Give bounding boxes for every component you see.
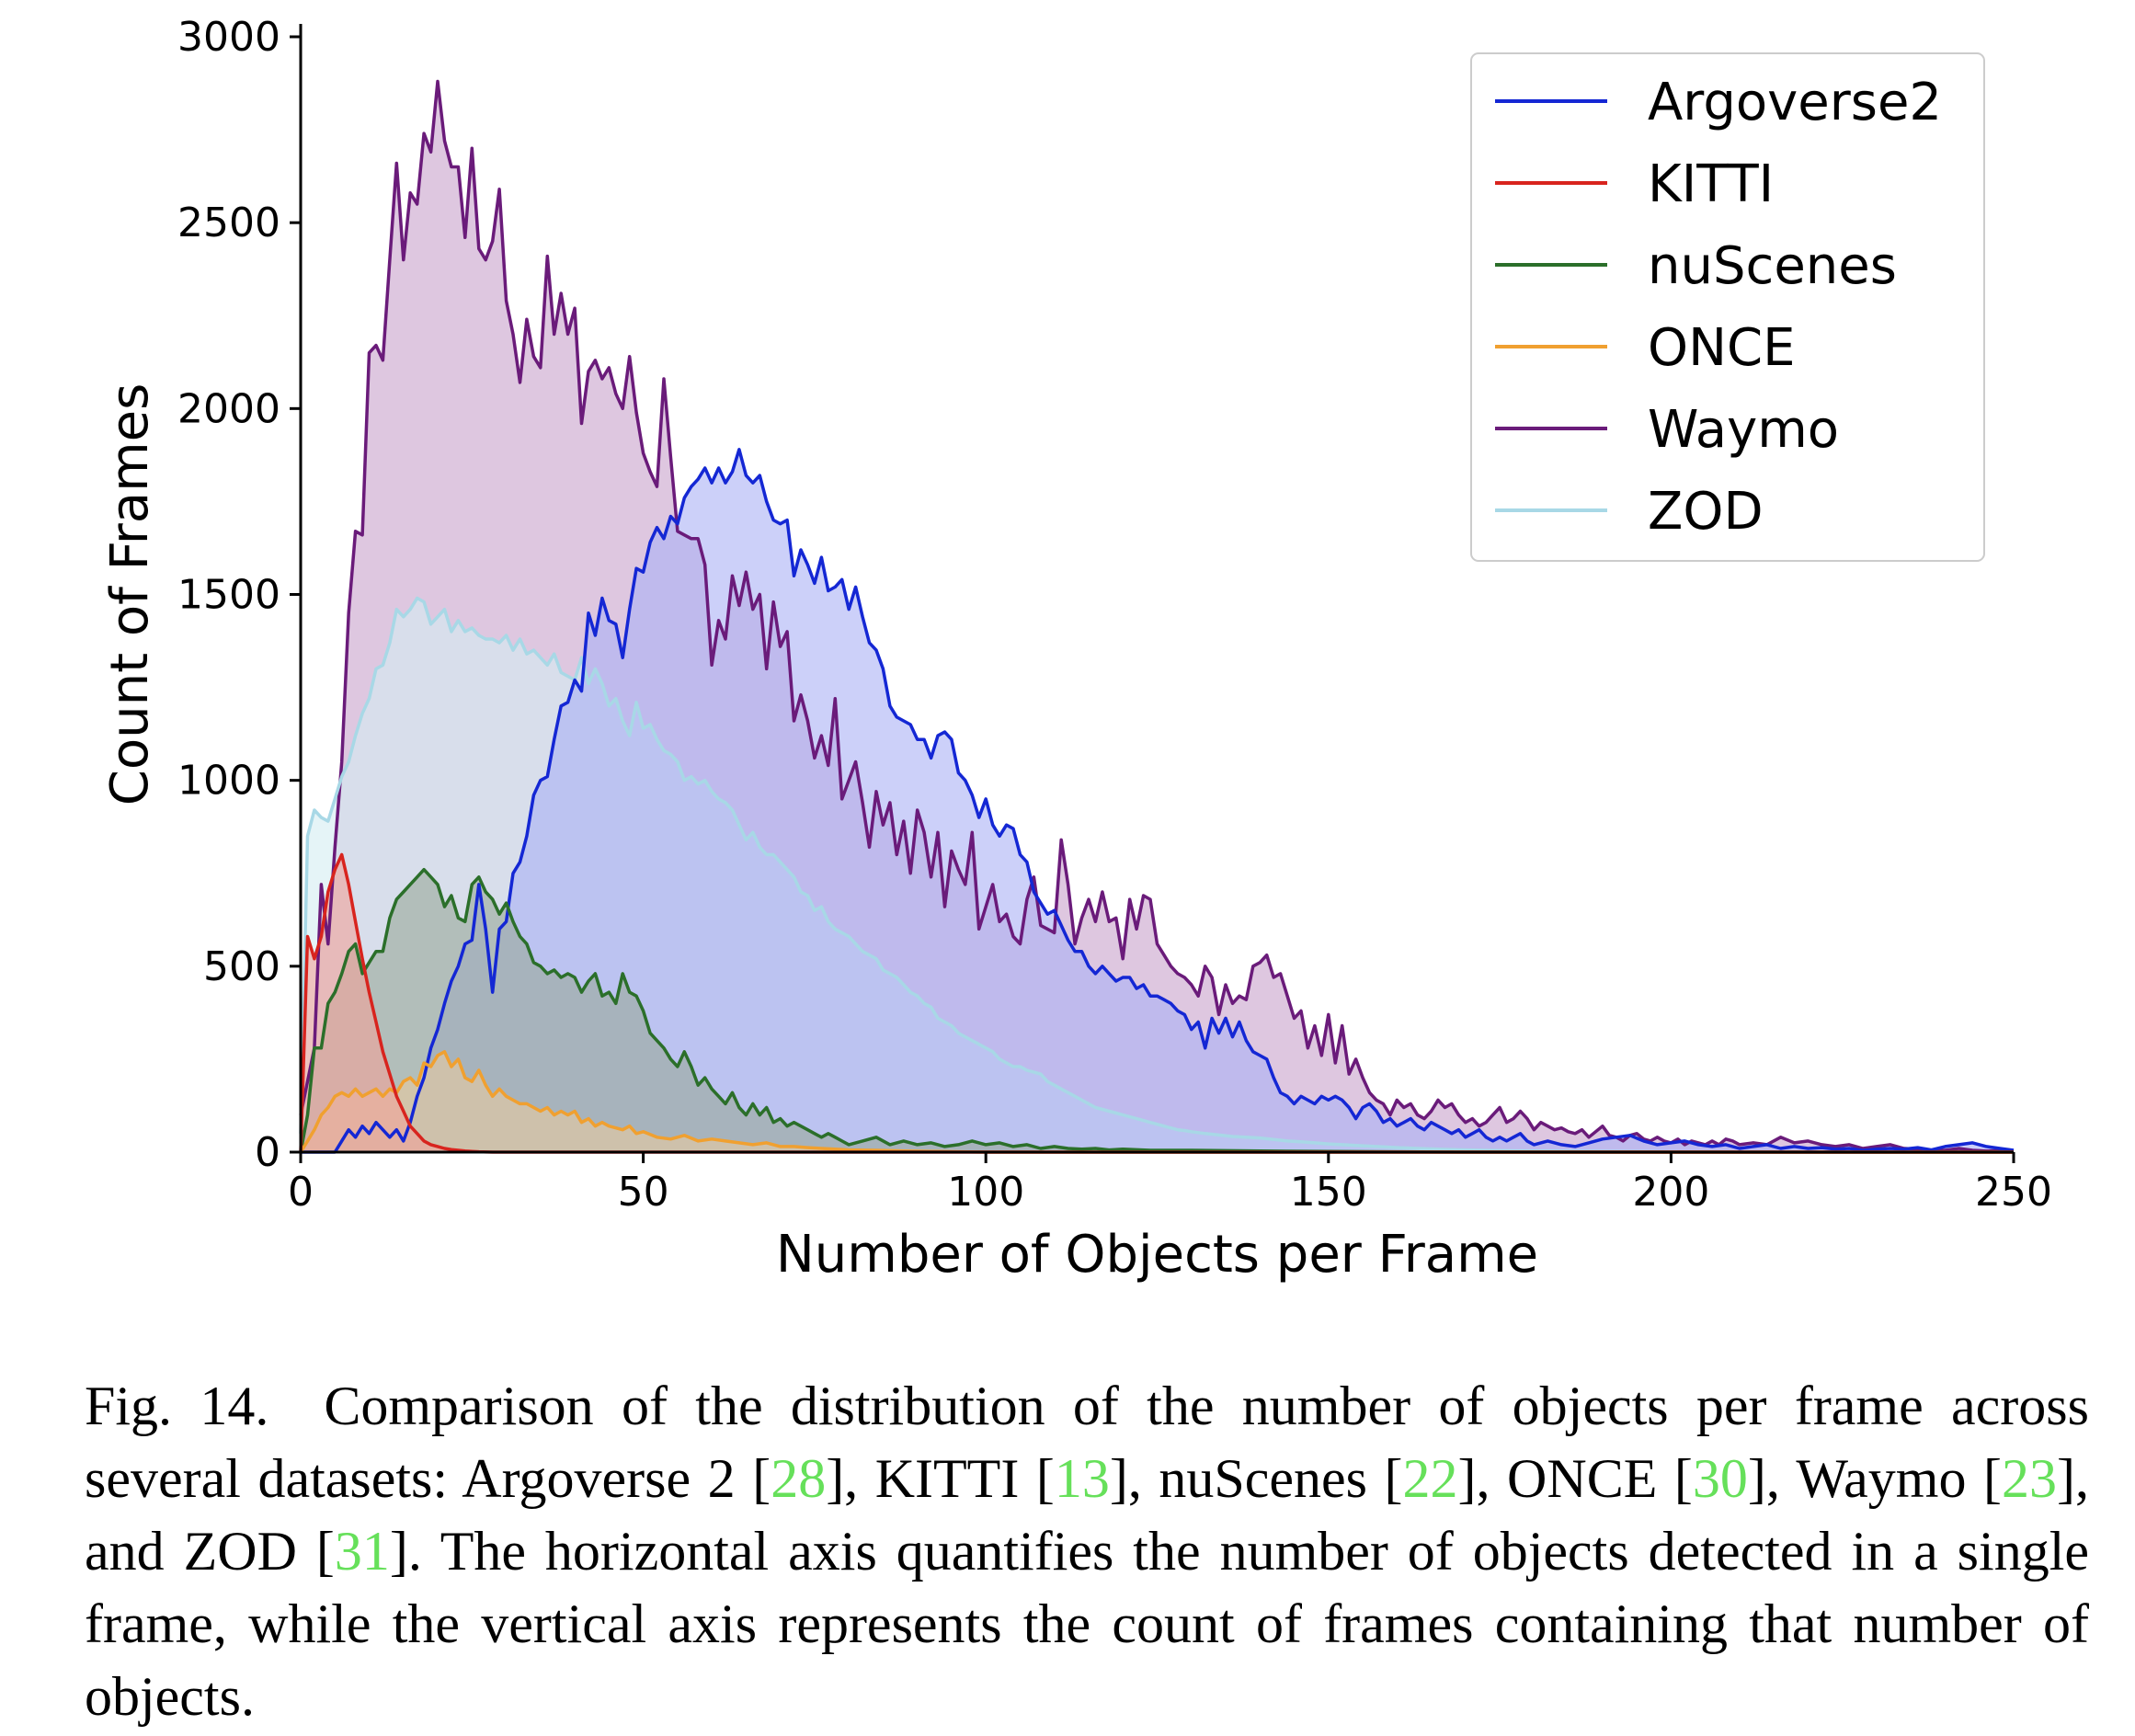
area-once [301, 1051, 2014, 1152]
caption-text: Comparison of the distribution of the nu… [85, 1376, 2089, 1509]
citation-link[interactable]: 31 [334, 1521, 390, 1582]
legend-label-nuscenes: nuScenes [1648, 236, 1897, 296]
x-tick-label: 100 [947, 1169, 1024, 1216]
line-zod [299, 596, 2014, 1154]
area-argoverse2 [301, 449, 2014, 1152]
legend: Argoverse2 KITTI nuScenes ONCE Waymo ZOD [1470, 52, 1985, 562]
series-lines [299, 79, 2015, 1154]
y-tick-label: 0 [255, 1129, 280, 1176]
legend-label-waymo: Waymo [1648, 400, 1839, 460]
x-tick-label: 0 [288, 1169, 314, 1216]
caption-text: ]. The horizontal axis quantifies the nu… [85, 1521, 2090, 1727]
y-tick-label: 2000 [177, 385, 280, 432]
chart-svg: 0 50 100 150 200 250050010001500200025003000 … [100, 14, 2052, 1285]
caption-text: ], nuScenes [ [1109, 1448, 1403, 1509]
y-axis-label: Count of Frames [100, 383, 160, 806]
citation-link[interactable]: 30 [1692, 1448, 1748, 1509]
line-once [299, 1050, 2014, 1154]
caption-label: Fig. 14. [85, 1376, 269, 1436]
line-argoverse2 [301, 448, 2015, 1154]
legend-label-kitti: KITTI [1648, 154, 1774, 214]
citation-link[interactable]: 22 [1402, 1448, 1458, 1509]
caption-text: ], KITTI [ [826, 1448, 1055, 1509]
y-tick-label: 2500 [177, 200, 280, 246]
chart-figure: 0 50 100 150 200 250 0 500 1000 1500 2000 2500 3000 … [100, 14, 2052, 1285]
x-tick-label: 250 [1975, 1169, 2052, 1216]
citation-link[interactable]: 13 [1054, 1448, 1110, 1509]
caption-text: ], and ZOD [ [85, 1448, 2089, 1582]
y-tick-label: 1500 [177, 572, 280, 619]
x-tick-label: 150 [1290, 1169, 1367, 1216]
y-tick-label: 1000 [177, 758, 280, 805]
y-tick-label: 3000 [177, 14, 280, 61]
figure-caption: Fig. 14. Comparison of the distribution o… [85, 1370, 2089, 1733]
x-axis-label: Number of Objects per Frame [776, 1225, 1538, 1285]
y-tick-label: 500 [203, 943, 280, 990]
caption-text: ], ONCE [ [1457, 1448, 1693, 1509]
line-nuscenes [299, 867, 2014, 1154]
series-areas [301, 81, 2014, 1152]
x-tick-label: 200 [1632, 1169, 1709, 1216]
x-tick-label: 50 [618, 1169, 669, 1216]
legend-label-zod: ZOD [1648, 482, 1764, 542]
caption-text: ], Waymo [ [1747, 1448, 2003, 1509]
legend-label-once: ONCE [1648, 318, 1795, 378]
legend-box [1470, 52, 1985, 562]
line-kitti [299, 852, 2014, 1154]
citation-link[interactable]: 28 [771, 1448, 827, 1509]
citation-link[interactable]: 23 [2002, 1448, 2058, 1509]
legend-label-argoverse2: Argoverse2 [1648, 73, 1942, 132]
